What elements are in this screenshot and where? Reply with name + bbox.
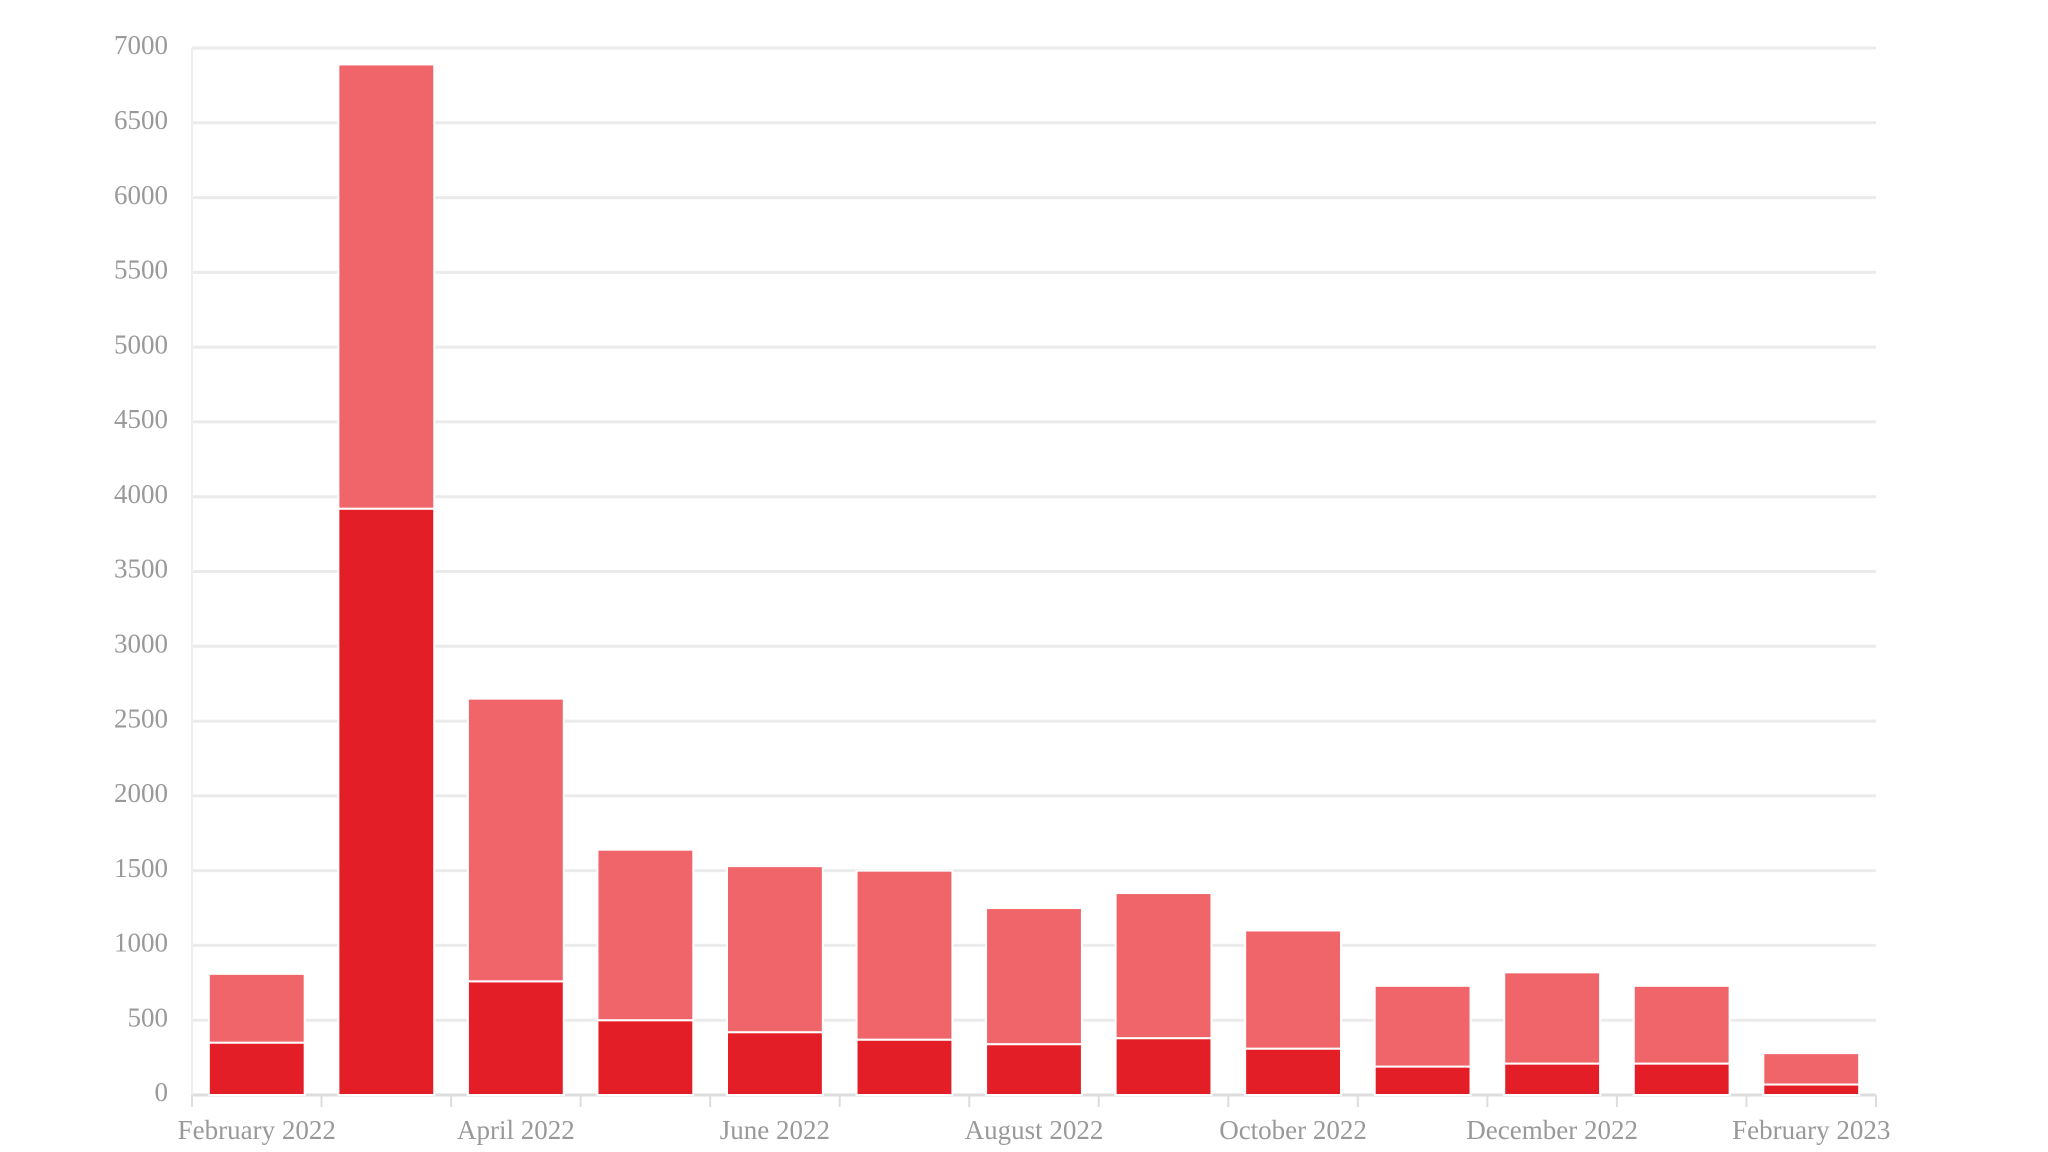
y-tick-label: 3500 [114, 554, 168, 584]
x-tick-label: August 2022 [965, 1115, 1104, 1145]
bar-segment [1244, 1047, 1343, 1096]
bar-segment [1503, 1062, 1602, 1096]
bar-segment [596, 1019, 695, 1097]
bar-segment [1244, 929, 1343, 1050]
x-tick-label: December 2022 [1466, 1115, 1638, 1145]
x-tick-label: February 2023 [1732, 1115, 1890, 1145]
bar-segment [855, 1038, 954, 1096]
x-tick-label: February 2022 [178, 1115, 336, 1145]
y-tick-label: 1000 [114, 928, 168, 958]
y-tick-label: 6500 [114, 105, 168, 135]
bar-segment [985, 1043, 1083, 1097]
y-tick-label: 5000 [114, 329, 168, 359]
bar-segment [466, 980, 565, 1097]
y-tick-label: 0 [155, 1077, 169, 1107]
y-tick-label: 7000 [114, 30, 168, 60]
bar-segment [1373, 984, 1472, 1068]
y-tick-label: 2500 [114, 703, 168, 733]
y-tick-label: 1500 [114, 853, 168, 883]
x-tick-label: October 2022 [1219, 1115, 1367, 1145]
bar-segment [1632, 1062, 1731, 1096]
bar-segment [596, 848, 695, 1022]
x-tick-label: April 2022 [457, 1115, 575, 1145]
y-tick-label: 4000 [114, 479, 168, 509]
y-tick-label: 2000 [114, 778, 168, 808]
y-tick-label: 3000 [114, 628, 168, 658]
bar-segment [1762, 1052, 1861, 1086]
y-tick-label: 5500 [114, 255, 168, 285]
bar-segment [725, 865, 824, 1034]
bar-segment [1114, 1037, 1213, 1096]
bar-segment [1373, 1065, 1472, 1096]
bar-segment [207, 1041, 306, 1097]
bar-segment [337, 63, 436, 510]
y-tick-label: 6000 [114, 180, 168, 210]
x-tick-label: June 2022 [720, 1115, 830, 1145]
bar-segment [985, 907, 1083, 1046]
y-tick-label: 500 [128, 1002, 169, 1032]
bar-segment [1114, 892, 1213, 1040]
bar-segment [466, 697, 565, 983]
bar-segment [725, 1031, 824, 1097]
bar-segment [1632, 984, 1731, 1065]
bar-segment [1762, 1083, 1861, 1097]
bar-segment [337, 507, 436, 1096]
bar-segment [855, 869, 954, 1041]
bar-segment [207, 972, 306, 1044]
y-tick-label: 4500 [114, 404, 168, 434]
bar-segment [1503, 971, 1602, 1065]
